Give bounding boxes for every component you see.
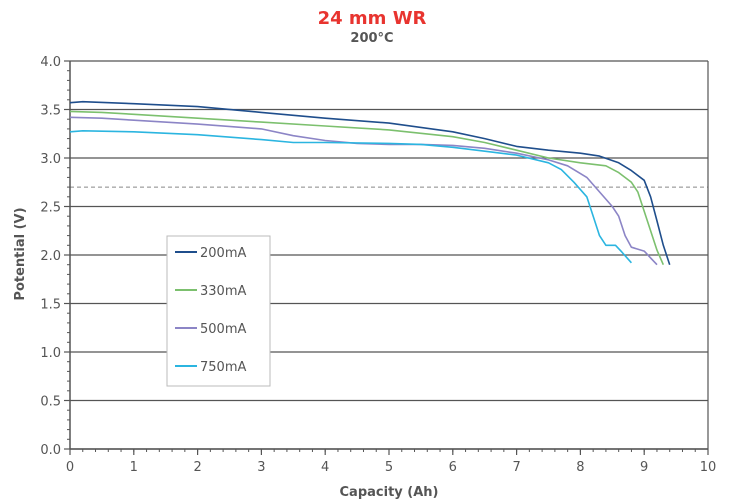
x-tick-label: 4 [321,460,329,475]
y-tick-label: 0.5 [40,395,61,410]
legend-box [166,235,271,387]
legend-label-330mA: 330mA [200,284,246,299]
x-tick-label: 0 [66,460,74,475]
axes: 0.0 0.5 1.0 1.5 2.0 2.5 3.0 3.5 4.0 0 1 2 3 4 5 6 7 8 9 10 [40,55,716,475]
y-axis-title: Potential (V) [13,207,28,300]
x-tick-label: 9 [640,460,648,475]
series-line-330mA [69,110,665,266]
x-tick-label: 7 [512,460,520,475]
legend-label-750mA: 750mA [200,360,246,375]
y-tick-label: 3.5 [40,104,61,119]
y-tick-label: 1.5 [40,298,61,313]
grid-lines [70,60,708,450]
legend: 200mA 330mA 500mA 750mA [166,235,271,387]
y-tick-label: 2.5 [40,201,61,216]
x-tick-label: 8 [576,460,584,475]
series-line-500mA [69,116,658,266]
x-tick-label: 5 [385,460,393,475]
x-tick-label: 3 [257,460,265,475]
x-tick-label: 2 [193,460,201,475]
legend-label-500mA: 500mA [200,322,246,337]
series-lines [69,100,671,266]
chart-title: 24 mm WR [318,8,427,29]
x-tick-label: 1 [130,460,138,475]
chart-subtitle: 200°C [350,31,393,46]
y-tick-label: 3.0 [40,152,61,167]
x-axis-title: Capacity (Ah) [340,485,439,500]
legend-label-200mA: 200mA [200,246,246,261]
y-tick-label: 2.0 [40,249,61,264]
series-line-200mA [69,100,671,265]
y-tick-label: 0.0 [40,443,61,458]
y-tick-label: 4.0 [40,55,61,70]
y-tick-label: 1.0 [40,346,61,361]
series-line-750mA [69,130,632,264]
x-tick-label: 6 [449,460,457,475]
x-tick-label: 10 [700,460,717,475]
